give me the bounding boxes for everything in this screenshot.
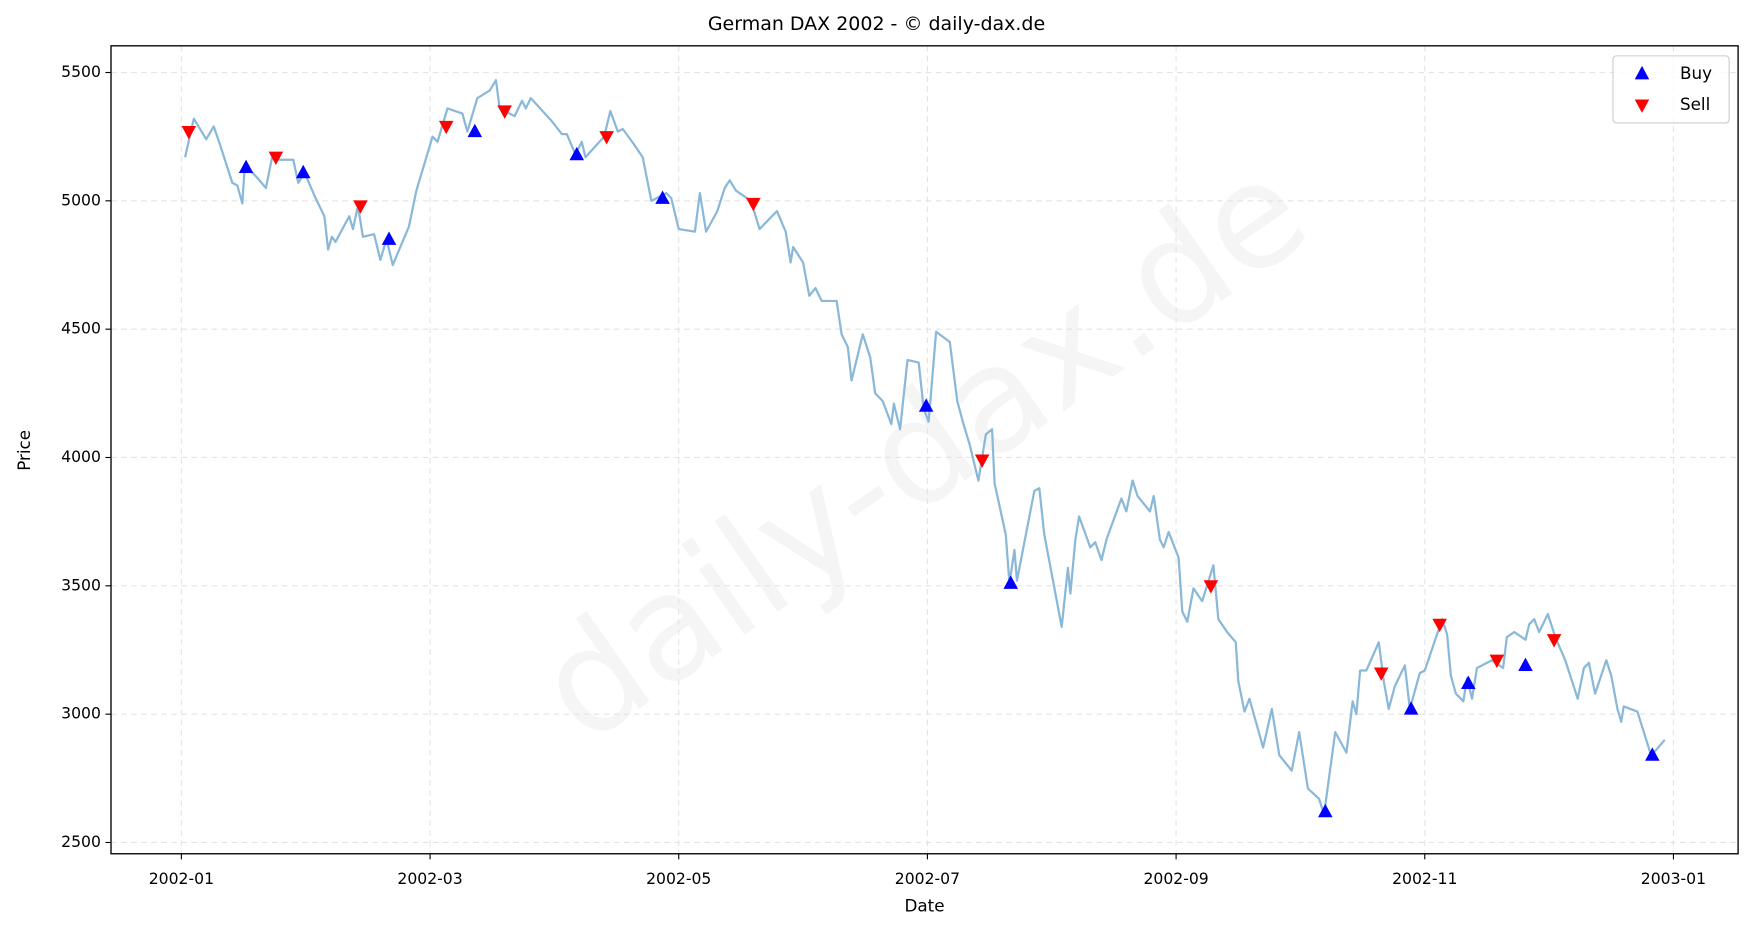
buy-marker	[295, 164, 311, 179]
legend-marker	[1634, 99, 1650, 113]
buy-marker	[467, 123, 483, 138]
y-tick-label: 4000	[61, 447, 101, 466]
y-tick-label: 3000	[61, 704, 101, 723]
x-tick-label: 2002-03	[397, 869, 462, 888]
watermark: daily-dax.de	[508, 125, 1336, 775]
legend-marker	[1634, 65, 1650, 80]
legend-label: Sell	[1680, 94, 1710, 114]
sell-marker	[1373, 667, 1389, 681]
buy-marker	[238, 159, 254, 174]
sell-marker	[497, 105, 512, 119]
x-tick-label: 2002-11	[1392, 869, 1457, 888]
buy-marker	[918, 398, 934, 412]
buy-marker	[1461, 675, 1476, 689]
buy-marker	[381, 231, 397, 245]
y-axis-label: Price	[14, 430, 34, 471]
legend-label: Buy	[1680, 63, 1712, 83]
chart-title: German DAX 2002 - © daily-dax.de	[708, 13, 1045, 35]
sell-marker	[974, 454, 990, 468]
buy-marker	[1645, 747, 1660, 761]
buy-marker	[1318, 803, 1333, 818]
y-tick-label: 5500	[61, 62, 101, 81]
x-tick-label: 2002-09	[1143, 869, 1208, 888]
y-tick-label: 3500	[61, 575, 101, 594]
y-tick-label: 4500	[61, 319, 101, 338]
buy-marker	[1003, 575, 1018, 589]
x-tick-label: 2002-05	[646, 869, 711, 888]
sell-marker	[746, 197, 761, 212]
plot-frame	[110, 45, 1739, 855]
x-tick-label: 2003-01	[1641, 869, 1706, 888]
x-tick-label: 2002-07	[895, 869, 960, 888]
buy-marker	[655, 190, 670, 204]
price-line	[184, 79, 1666, 816]
sell-marker	[1489, 654, 1505, 669]
sell-marker	[181, 125, 197, 140]
sell-marker	[1203, 580, 1219, 594]
sell-marker	[268, 151, 284, 166]
sell-marker	[353, 200, 368, 214]
buy-marker	[1518, 657, 1533, 671]
sell-marker	[1546, 634, 1562, 648]
x-tick-label: 2002-01	[149, 869, 214, 888]
y-tick-label: 2500	[61, 832, 101, 851]
x-axis-label: Date	[905, 895, 945, 915]
sell-marker	[1432, 618, 1447, 633]
buy-marker	[1403, 701, 1419, 715]
sell-marker	[599, 131, 614, 145]
buy-marker	[569, 146, 585, 161]
y-tick-label: 5000	[61, 190, 101, 209]
sell-marker	[438, 120, 454, 135]
